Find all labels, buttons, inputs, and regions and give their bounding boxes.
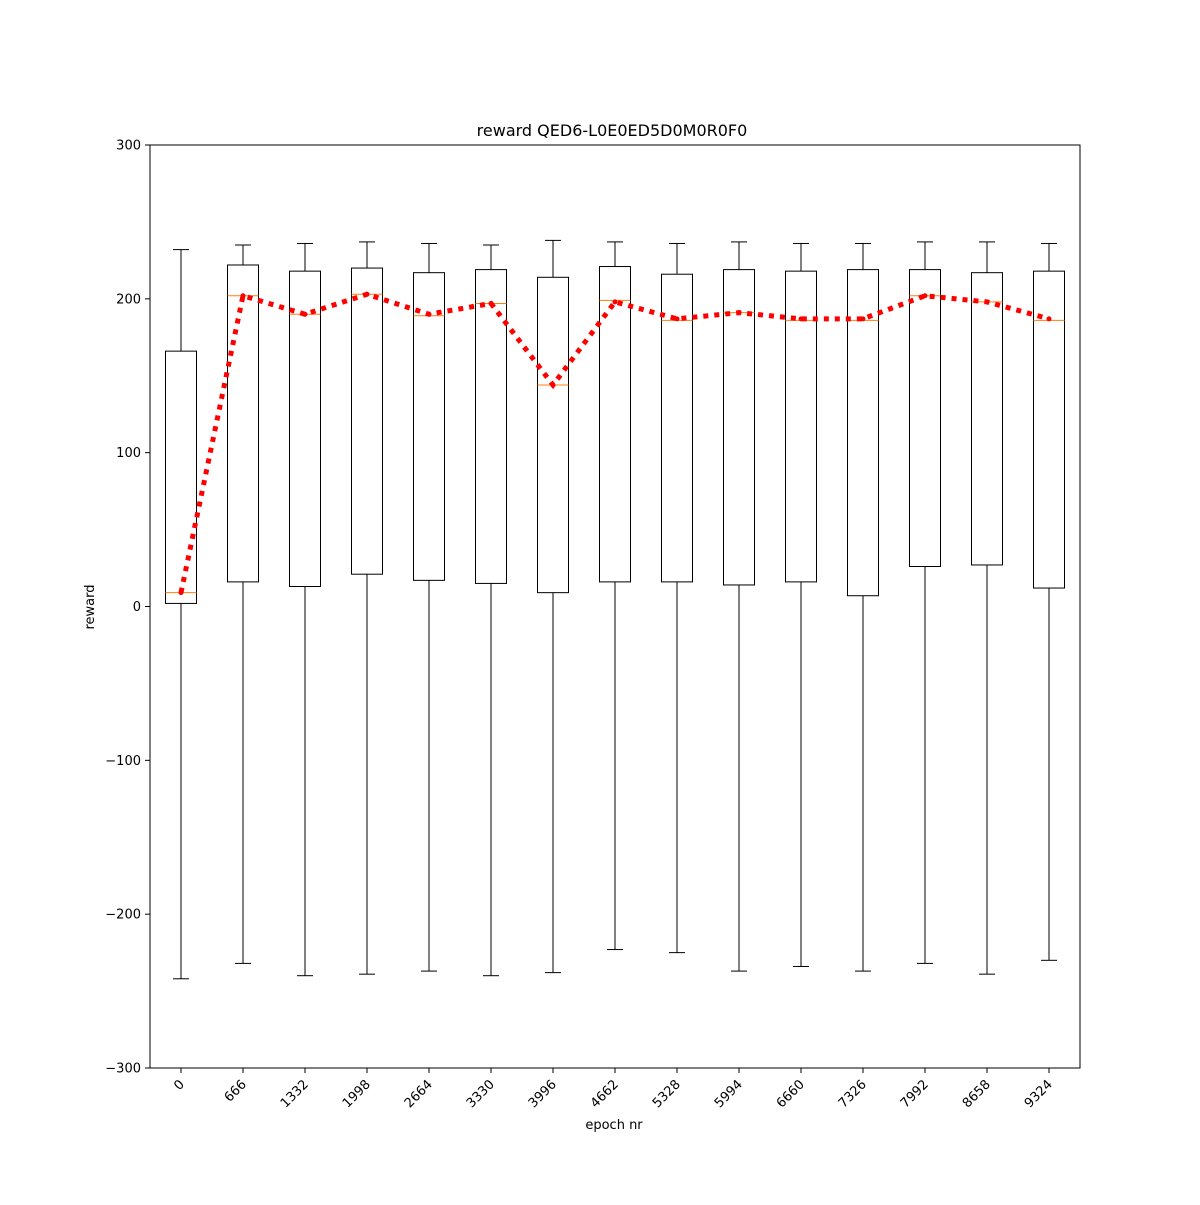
iqr-box [723,269,755,586]
iqr-box [475,269,507,584]
iqr-box [227,264,259,583]
x-axis-label: epoch nr [585,1118,643,1133]
mean-point [922,293,928,299]
mean-point [860,316,866,322]
chart-title: reward QED6-L0E0ED5D0M0R0F0 [477,121,748,140]
box-666 [227,244,259,964]
mean-point [550,382,556,388]
y-tick-label: −300 [105,1062,141,1077]
mean-point [798,316,804,322]
iqr-box [413,272,445,581]
mean-line [178,291,1050,594]
mean-point [178,590,184,596]
iqr-box [537,276,569,594]
mean-point [302,311,308,317]
mean-point [488,300,494,306]
y-tick-label: 300 [116,139,141,154]
y-tick-label: 100 [116,446,141,461]
mean-point [984,299,990,305]
iqr-box [909,269,941,568]
mean-point [364,291,370,297]
y-tick-label: −100 [105,754,141,769]
box-2664 [413,242,445,972]
y-tick-label: −200 [105,908,141,923]
box-8658 [971,241,1003,975]
box-1998 [351,241,383,975]
mean-point [426,311,432,317]
iqr-box [847,269,879,597]
box-3996 [537,239,569,974]
mean-point [736,310,742,316]
box-1332 [289,242,321,977]
y-axis-label: reward [83,584,98,629]
y-tick-label: 200 [116,292,141,307]
iqr-box [1033,270,1065,589]
iqr-box [971,272,1003,566]
box-6660 [785,242,817,967]
iqr-box [661,273,693,583]
box-5328 [661,242,693,954]
iqr-box [351,267,383,575]
iqr-box [785,270,817,583]
mean-point [1046,316,1052,322]
iqr-box [289,270,321,588]
box-7326 [847,242,879,972]
box-9324 [1033,242,1065,961]
iqr-box [599,266,631,583]
y-tick-label: 0 [133,600,141,615]
iqr-box [165,350,197,604]
mean-point [612,299,618,305]
mean-point [674,316,680,322]
mean-point [240,293,246,299]
